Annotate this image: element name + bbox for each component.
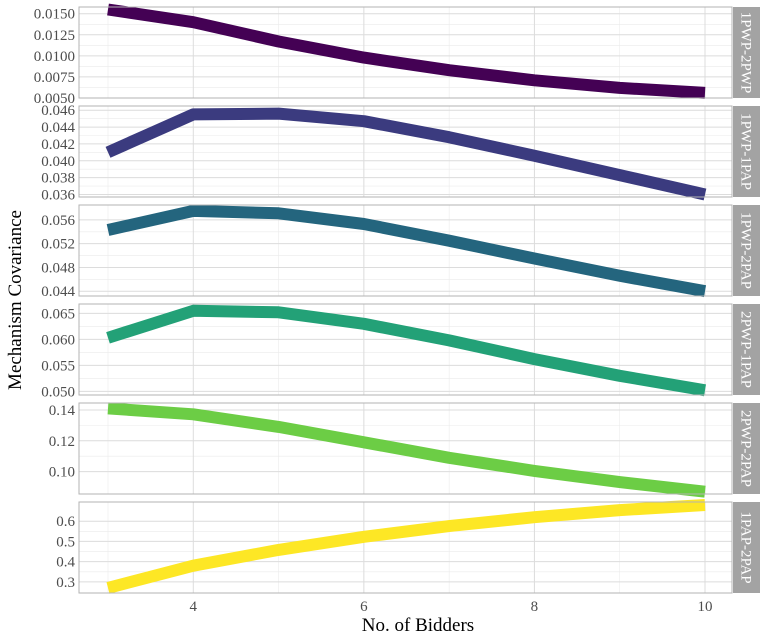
series-line bbox=[106, 204, 707, 298]
x-tick-label: 8 bbox=[531, 599, 539, 615]
panel-border bbox=[78, 105, 733, 198]
y-tick-label: 0.065 bbox=[41, 306, 75, 322]
y-tick-label: 0.044 bbox=[41, 120, 75, 136]
y-tick-label: 0.044 bbox=[41, 284, 75, 300]
facet-strip-label: 2PWP-1PAP bbox=[738, 311, 754, 388]
facet-strip-label: 1PWP-2PWP bbox=[738, 12, 754, 94]
y-tick-label: 0.3 bbox=[56, 575, 75, 591]
x-axis: 4 6 8 10 bbox=[190, 599, 713, 615]
facet-strip bbox=[733, 403, 760, 494]
y-tick-label: 0.10 bbox=[49, 465, 75, 481]
y-tick-label: 0.0075 bbox=[34, 70, 75, 86]
y-tick-label: 0.14 bbox=[49, 403, 76, 419]
facet-strip bbox=[733, 304, 760, 395]
panel-border bbox=[78, 402, 733, 495]
facet-strip-label: 1PAP-2PAP bbox=[738, 511, 754, 583]
facet-panel: 0.050 0.055 0.060 0.065 2PWP-1PAP bbox=[41, 303, 760, 400]
facet-strip bbox=[733, 7, 760, 98]
facet-strip-label: 1PWP-1PAP bbox=[738, 113, 754, 190]
y-tick-label: 0.046 bbox=[41, 103, 75, 119]
series-line bbox=[107, 3, 706, 99]
y-tick-label: 0.042 bbox=[41, 137, 75, 153]
y-tick-label: 0.12 bbox=[49, 434, 75, 450]
facet-strip bbox=[733, 106, 760, 197]
y-tick-label: 0.6 bbox=[56, 514, 75, 530]
series-line bbox=[106, 499, 706, 594]
facet-strip bbox=[733, 502, 760, 593]
series-line bbox=[105, 107, 707, 201]
facet-panel: 0.3 0.4 0.5 0.6 1PAP-2PAP bbox=[56, 499, 760, 594]
y-tick-label: 0.055 bbox=[41, 358, 75, 374]
x-axis-title: No. of Bidders bbox=[362, 615, 474, 636]
panel-background bbox=[79, 502, 732, 593]
y-tick-label: 0.056 bbox=[41, 213, 75, 229]
y-tick-label: 0.0100 bbox=[34, 49, 75, 65]
x-tick-label: 4 bbox=[190, 599, 198, 615]
y-tick-label: 0.4 bbox=[56, 555, 75, 571]
y-tick-label: 0.050 bbox=[41, 384, 75, 400]
y-tick-label: 0.0150 bbox=[34, 7, 75, 23]
y-tick-label: 0.052 bbox=[41, 237, 75, 253]
y-tick-label: 0.038 bbox=[41, 171, 75, 187]
y-tick-label: 0.5 bbox=[56, 534, 75, 550]
y-tick-label: 0.048 bbox=[41, 260, 75, 276]
panel-border bbox=[78, 6, 733, 99]
panel-border bbox=[78, 501, 733, 594]
x-tick-label: 10 bbox=[698, 599, 713, 615]
series-line bbox=[107, 402, 706, 498]
y-tick-label: 0.040 bbox=[41, 154, 75, 170]
panel-border bbox=[78, 303, 733, 396]
y-tick-label: 0.036 bbox=[41, 187, 75, 203]
x-tick-label: 6 bbox=[360, 599, 368, 615]
y-axis-title: Mechanism Covariance bbox=[5, 210, 26, 390]
facet-panel: 0.044 0.048 0.052 0.056 1PWP-2PAP bbox=[41, 204, 760, 300]
facet-panel: 0.10 0.12 0.14 2PWP-2PAP bbox=[49, 402, 760, 498]
y-tick-label: 0.060 bbox=[41, 332, 75, 348]
series-line bbox=[106, 304, 707, 397]
panel-border bbox=[78, 204, 733, 297]
y-tick-label: 0.0125 bbox=[34, 28, 75, 44]
facet-strip-label: 1PWP-2PAP bbox=[738, 212, 754, 289]
y-tick-label: 0.0050 bbox=[34, 91, 75, 107]
facet-strip bbox=[733, 205, 760, 296]
facet-strip-label: 2PWP-2PAP bbox=[738, 410, 754, 487]
facet-panel: 0.0050 0.0075 0.0100 0.0125 0.0150 1PWP-2PWP bbox=[34, 3, 760, 107]
